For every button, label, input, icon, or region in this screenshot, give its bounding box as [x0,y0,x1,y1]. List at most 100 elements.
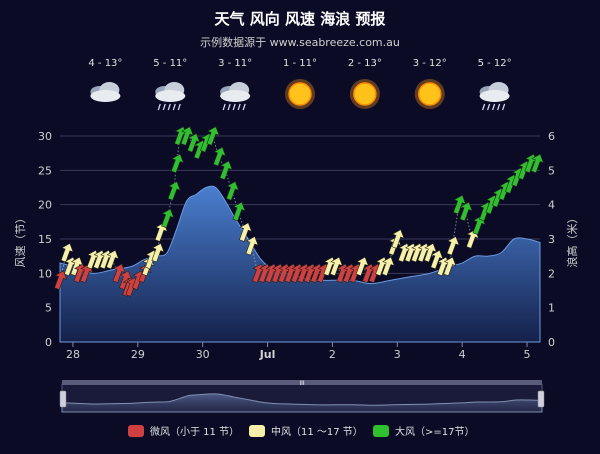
wind-arrow [60,242,74,263]
y-left-tick-label: 0 [45,336,52,349]
wind-arrow-shape [391,229,405,249]
wind-arrow-shape [453,194,467,215]
sun-disc [288,82,312,106]
wind-arrow-shape [54,270,68,290]
navigator[interactable]: III [59,380,545,413]
sun-icon [349,79,380,109]
legend-swatch-1 [249,425,265,437]
wind-arrow-shape [423,242,437,263]
x-tick-label: 4 [459,348,466,361]
wind-arrow [206,126,220,146]
wind-arrow-shape [180,126,194,146]
wind-arrow-shape [226,181,240,201]
cloud-base [220,90,251,102]
weather-temp-6: 5 - 12° [478,58,512,69]
chart-subtitle: 示例数据源于 www.seabreeze.com.au [200,35,400,49]
y-left-tick-label: 10 [38,267,52,280]
wind-arrow [530,153,544,174]
rain-icon [220,82,251,111]
rain-drop [237,103,241,111]
rain-drop [497,103,501,111]
wind-arrow-shape [329,256,343,277]
wind-arrow-shape [161,208,175,229]
wind-arrow [213,146,227,167]
sun-disc [353,82,377,106]
chart-title: 天气 风向 风速 海浪 预报 [215,10,386,28]
wind-arrow-shape [70,256,84,277]
wind-arrow-shape [119,270,133,290]
wind-arrow [151,242,165,263]
weather-temp-1: 5 - 11° [153,58,187,69]
wind-arrow [245,236,259,256]
navigator-scroll-grip[interactable]: III [299,380,305,387]
wind-arrow [112,263,126,284]
y-right-tick-label: 5 [548,164,555,177]
y-right-tick-label: 0 [548,336,555,349]
wind-arrow [329,256,343,277]
wind-arrow-shape [459,201,473,222]
legend-label-1: 中风（11 ～17 节） [271,425,363,438]
wind-arrow [459,201,473,222]
x-tick-label: 5 [524,348,531,361]
sun-icon [414,79,445,109]
x-tick-label: 29 [131,348,145,361]
wind-arrows [54,126,544,297]
cloud-base [155,90,186,102]
wind-arrow-shape [106,249,120,270]
rain-drop [242,103,246,111]
y-right-tick-label: 1 [548,302,555,315]
weather-temp-0: 4 - 13° [88,58,122,69]
wind-arrow [391,229,405,249]
weather-temp-5: 3 - 12° [413,58,447,69]
wind-arrow [167,181,181,201]
wind-arrow [430,249,444,270]
rain-drop [222,103,226,111]
wind-arrow-shape [232,201,246,222]
navigator-series [61,393,543,413]
x-tick-label: 30 [196,348,210,361]
rain-drop [482,103,486,111]
x-axis: 28 29 30 Jul 2 3 4 5 [66,342,531,361]
rain-icon [155,82,186,111]
rain-drop [172,103,176,111]
rain-drop [487,103,491,111]
navigator-scrollbar[interactable] [62,380,542,385]
wind-arrow [232,201,246,222]
rain-drop [157,103,161,111]
wind-arrow-shape [60,242,74,263]
rain-drop [162,103,166,111]
wind-arrow-shape [381,256,395,277]
rain-icon [479,82,510,111]
rain-drop [167,103,171,111]
x-tick-label: Jul [259,348,276,361]
navigator-right-handle[interactable] [537,390,545,408]
weather-temp-2: 3 - 11° [218,58,252,69]
wind-arrow [381,256,395,277]
y-left-tick-label: 30 [38,130,52,143]
wind-arrow [54,270,68,290]
y-axis-left: 0 5 10 15 20 25 30 [38,130,52,349]
wind-arrow [70,256,84,277]
wind-arrow-shape [355,256,369,277]
wind-arrow-shape [443,256,457,277]
wind-arrow-shape [239,222,253,242]
wind-arrow-shape [167,181,181,201]
x-tick-label: 28 [66,348,80,361]
navigator-left-handle[interactable] [59,390,67,408]
wind-arrow [219,160,233,181]
legend-swatch-2 [373,425,389,437]
wind-arrow-shape [245,236,259,256]
wind-arrow [355,256,369,277]
weather-temp-3: 1 - 11° [283,58,317,69]
wind-arrow [161,208,175,229]
legend-swatch-0 [128,425,144,437]
rain-drop [502,103,506,111]
weather-row: 4 - 13° 5 - 11° 3 - 11° 1 - 11° 2 - 13° 3 - 1… [88,58,512,111]
legend: 微风（小于 11 节） 中风（11 ～17 节） 大风（>=17节） [128,425,474,438]
wind-arrow [239,222,253,242]
x-tick-label: 3 [394,348,401,361]
y-left-tick-label: 5 [45,302,52,315]
weather-temp-4: 2 - 13° [348,58,382,69]
y-right-tick-label: 2 [548,267,555,280]
